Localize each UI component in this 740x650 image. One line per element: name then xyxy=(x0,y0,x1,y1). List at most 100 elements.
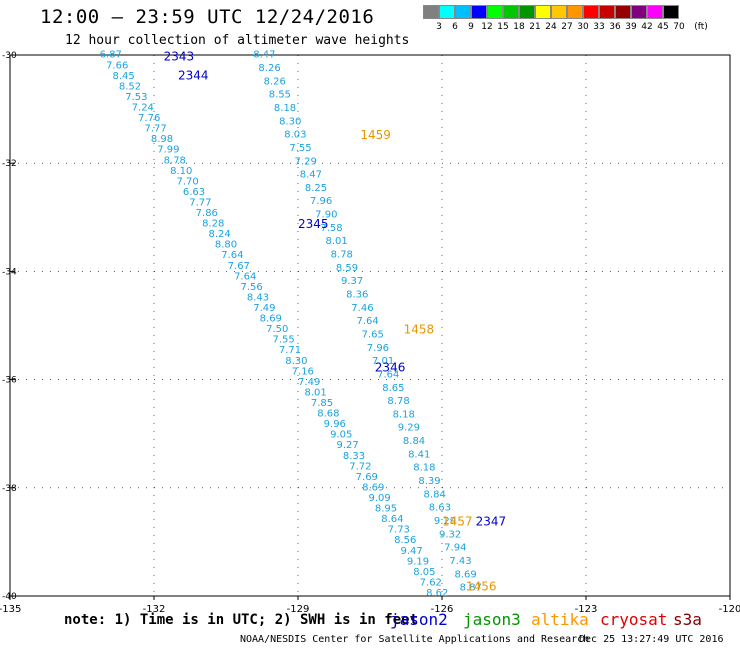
wave-height-value: 7.64 xyxy=(221,250,243,261)
wave-height-value: 8.45 xyxy=(112,71,134,82)
page-title: 12:00 – 23:59 UTC 12/24/2016 xyxy=(40,6,375,28)
wave-height-value: 8.78 xyxy=(387,396,409,407)
wave-height-value: 7.77 xyxy=(144,124,166,135)
legend-label: 70 xyxy=(673,22,685,32)
wave-height-value: 6.63 xyxy=(183,187,205,198)
satellite-cryosat: cryosat xyxy=(600,610,668,629)
wave-height-value: 8.84 xyxy=(424,489,446,500)
wave-height-value: 8.26 xyxy=(264,76,286,87)
legend-label: 3 xyxy=(436,22,442,32)
pass-number-label: 1458 xyxy=(404,323,435,337)
wave-height-value: 8.68 xyxy=(317,409,339,420)
satellite-jason2: jason2 xyxy=(390,610,448,629)
wave-height-value: 7.55 xyxy=(289,143,311,154)
wave-height-value: 7.67 xyxy=(228,261,250,272)
wave-height-value: 7.94 xyxy=(444,543,466,554)
wave-height-value: 8.30 xyxy=(285,356,307,367)
lat-tick-label: -36 xyxy=(2,376,17,386)
wave-height-value: 7.43 xyxy=(449,556,471,567)
wave-height-value: 8.28 xyxy=(202,219,224,230)
page-subtitle: 12 hour collection of altimeter wave hei… xyxy=(65,33,410,48)
wave-height-value: 8.26 xyxy=(258,63,280,74)
wave-height-value: 9.05 xyxy=(330,430,352,441)
wave-height-value: 8.18 xyxy=(413,463,435,474)
legend-label: (ft) xyxy=(694,22,708,32)
legend-label: 15 xyxy=(497,22,509,32)
lat-tick-label: -30 xyxy=(2,51,17,61)
pass-number-label: 2347 xyxy=(476,515,507,529)
pass-number-label: 2345 xyxy=(298,217,329,231)
wave-height-value: 8.69 xyxy=(260,314,282,325)
wave-height-value: 7.85 xyxy=(311,398,333,409)
wave-height-value: 7.24 xyxy=(132,102,154,113)
wave-height-value: 8.30 xyxy=(279,116,301,127)
wave-height-value: 8.05 xyxy=(413,567,435,578)
wave-height-value: 8.64 xyxy=(381,514,403,525)
legend-label: 24 xyxy=(545,22,557,32)
wave-height-value: 7.76 xyxy=(138,113,160,124)
wave-height-value: 7.16 xyxy=(292,366,314,377)
wave-height-value: 8.01 xyxy=(304,387,326,398)
legend-swatch xyxy=(455,5,471,19)
lon-tick-label: -135 xyxy=(0,604,21,615)
lat-tick-label: -34 xyxy=(2,267,17,277)
wave-height-value: 7.49 xyxy=(253,303,275,314)
pass-number-label: 2346 xyxy=(375,360,406,374)
wave-height-value: 9.19 xyxy=(407,556,429,567)
legend-label: 6 xyxy=(452,22,458,32)
wave-height-value: 7.66 xyxy=(106,60,128,71)
wave-height-value: 7.53 xyxy=(125,92,147,103)
lon-tick-label: -129 xyxy=(287,604,310,615)
legend-label: 9 xyxy=(468,22,474,32)
units-note: note: 1) Time is in UTC; 2) SWH is in fe… xyxy=(64,612,419,628)
wave-height-value: 7.73 xyxy=(388,525,410,536)
wave-height-value: 8.03 xyxy=(284,130,306,141)
legend-label: 45 xyxy=(657,22,669,32)
wave-height-value: 7.55 xyxy=(272,335,294,346)
wave-height-value: 8.69 xyxy=(362,482,384,493)
wave-height-value: 6.87 xyxy=(100,50,122,61)
wave-height-value: 8.98 xyxy=(151,134,173,145)
legend-swatch xyxy=(487,5,503,19)
wave-height-value: 7.96 xyxy=(310,196,332,207)
wave-height-value: 7.01 xyxy=(372,356,394,367)
wave-height-value: 8.62 xyxy=(426,588,448,599)
wave-height-value: 7.56 xyxy=(240,282,262,293)
wave-height-value: 8.33 xyxy=(343,451,365,462)
wave-height-value: 7.69 xyxy=(356,472,378,483)
wave-height-value: 9.96 xyxy=(324,419,346,430)
wave-height-value: 9.29 xyxy=(434,516,456,527)
legend-label: 27 xyxy=(561,22,573,32)
legend-swatch xyxy=(663,5,679,19)
wave-height-value: 8.65 xyxy=(382,383,404,394)
wave-height-value: 8.10 xyxy=(170,166,192,177)
wave-height-value: 7.50 xyxy=(266,324,288,335)
wave-height-value: 9.32 xyxy=(439,529,461,540)
legend-label: 12 xyxy=(481,22,493,32)
legend-label: 36 xyxy=(609,22,621,32)
legend-swatch xyxy=(503,5,519,19)
wave-height-value: 7.65 xyxy=(362,329,384,340)
wave-height-value: 7.58 xyxy=(320,223,342,234)
wave-height-value: 9.29 xyxy=(398,423,420,434)
pass-number-label: 2343 xyxy=(164,49,195,63)
wave-height-value: 8.41 xyxy=(408,449,430,460)
footer-timestamp: Dec 25 13:27:49 UTC 2016 xyxy=(579,634,724,645)
wave-height-value: 7.77 xyxy=(189,197,211,208)
wave-height-value: 8.55 xyxy=(269,90,291,101)
wave-height-value: 8.36 xyxy=(346,290,368,301)
legend-swatch xyxy=(471,5,487,19)
legend-swatch xyxy=(439,5,455,19)
lat-tick-label: -38 xyxy=(2,484,17,494)
wave-height-value: 9.27 xyxy=(336,440,358,451)
wave-height-value: 8.56 xyxy=(394,535,416,546)
wave-height-value: 9.47 xyxy=(400,546,422,557)
wave-height-value: 7.71 xyxy=(279,345,301,356)
lat-tick-label: -40 xyxy=(2,592,17,602)
wave-height-value: 8.95 xyxy=(375,504,397,515)
legend-swatch xyxy=(423,5,439,19)
legend-swatch xyxy=(583,5,599,19)
map-frame xyxy=(9,54,731,597)
wave-height-value: 7.90 xyxy=(315,210,337,221)
wave-height-value: 7.49 xyxy=(298,377,320,388)
